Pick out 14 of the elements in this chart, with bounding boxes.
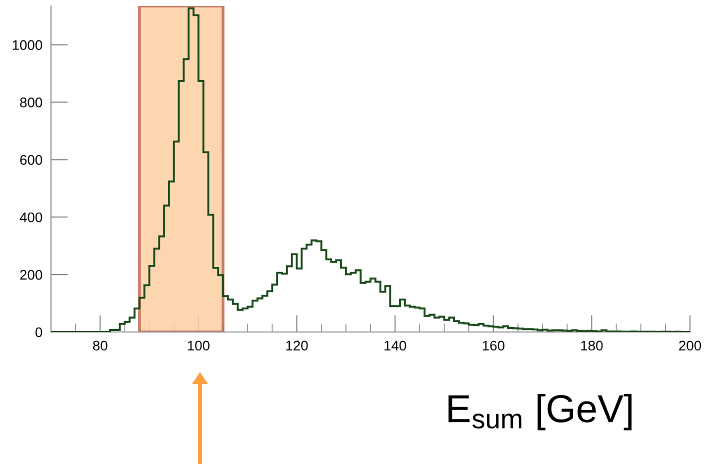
x-tick-label: 140 bbox=[384, 340, 406, 351]
y-tick-label: 400 bbox=[20, 212, 42, 222]
x-tick-label: 180 bbox=[581, 340, 603, 351]
y-tick-label: 800 bbox=[20, 98, 42, 108]
y-tick-label: 600 bbox=[20, 155, 42, 165]
x-tick-label: 200 bbox=[679, 340, 702, 351]
x-tick-label: 100 bbox=[188, 340, 210, 351]
y-tick-label: 0 bbox=[35, 327, 42, 338]
x-tick-label: 120 bbox=[286, 340, 308, 351]
y-tick-label: 1000 bbox=[12, 40, 42, 50]
x-tick-label: 80 bbox=[93, 340, 108, 351]
x-tick-label: 160 bbox=[482, 340, 504, 351]
x-axis-title: E$_{sum}$ [GeV] bbox=[448, 394, 632, 430]
y-tick-label: 200 bbox=[20, 270, 42, 280]
